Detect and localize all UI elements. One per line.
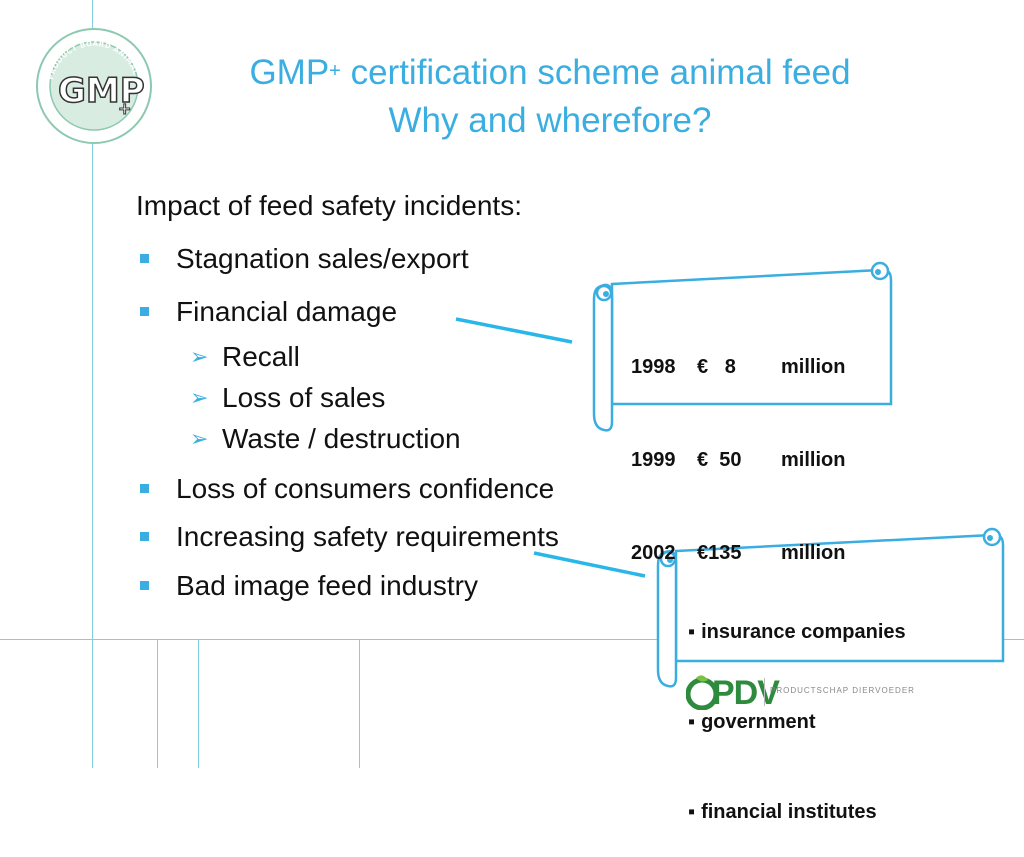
bullet-text: Financial damage [176, 296, 398, 327]
cost-row: 2002 €135 million [631, 538, 845, 569]
sub-item-recall: ➢ Recall [190, 341, 300, 373]
square-bullet-icon [140, 532, 149, 542]
arrow-line-financial [455, 317, 573, 344]
square-bullet-icon [140, 307, 149, 317]
slide-title-line2: Why and wherefore? [388, 101, 712, 140]
cost-unit: million [781, 356, 846, 378]
cost-unit: million [781, 449, 846, 471]
sub-item-text: Waste / destruction [222, 423, 461, 454]
cost-table: 1998 € 8 million 1999 € 50 million 2002 €135 m… [631, 290, 845, 600]
bullet-financial-damage: Financial damage [136, 296, 397, 328]
bullet-text: Loss of consumers confidence [176, 473, 555, 504]
title-rest: certification scheme animal feed [340, 53, 851, 92]
cost-row: 1998 € 8 million [631, 352, 845, 383]
stakeholder-item: financial institutes [688, 797, 906, 827]
gmp-logo: PRODUCT BOARD ANIMAL FEED GMP + [34, 26, 152, 144]
bullet-text: Bad image feed industry [176, 570, 478, 601]
footer-divider [764, 678, 765, 706]
cost-year: 1999 [631, 449, 676, 471]
scroll-callout-costs [592, 261, 893, 432]
bullet-stagnation: Stagnation sales/export [136, 243, 469, 275]
cost-amount: € 50 [697, 449, 742, 471]
grid-vertical-1 [157, 639, 158, 768]
square-bullet-icon [140, 254, 149, 264]
title-superscript: + [329, 60, 341, 82]
footer-tagline: PRODUCTSCHAP DIERVOEDER [770, 686, 915, 695]
intro-heading: Impact of feed safety incidents: [136, 190, 522, 221]
sub-item-waste: ➢ Waste / destruction [190, 423, 461, 455]
arrow-bullet-icon: ➢ [190, 385, 209, 410]
cost-row: 1999 € 50 million [631, 445, 845, 476]
square-bullet-icon [140, 581, 149, 591]
cost-amount: € 8 [697, 356, 736, 378]
cost-year: 1998 [631, 356, 676, 378]
sub-item-loss-of-sales: ➢ Loss of sales [190, 382, 385, 414]
logo-mark: GMP [58, 71, 145, 111]
arrow-bullet-icon: ➢ [190, 426, 209, 451]
arrow-line-stakeholders [533, 551, 646, 578]
bullet-text: Increasing safety requirements [176, 521, 559, 552]
cost-year: 2002 [631, 542, 676, 564]
bullet-text: Stagnation sales/export [176, 243, 469, 274]
grid-vertical-3 [359, 639, 360, 768]
sub-item-text: Recall [222, 341, 300, 372]
pdv-leaf-icon [686, 675, 719, 710]
bullet-consumer-confidence: Loss of consumers confidence [136, 473, 554, 505]
footer-brand: PDV [712, 674, 780, 712]
grid-vertical-2 [198, 639, 199, 768]
sub-item-text: Loss of sales [222, 382, 386, 413]
grid-horizontal [0, 639, 1024, 640]
bullet-safety-requirements: Increasing safety requirements [136, 521, 559, 553]
square-bullet-icon [140, 484, 149, 494]
stakeholder-item: government [688, 707, 906, 737]
grid-vertical-left [92, 0, 93, 768]
logo-mark-suffix: + [118, 99, 131, 118]
stakeholder-item: insurance companies [688, 617, 906, 647]
title-gmp: GMP [249, 53, 330, 92]
cost-unit: million [781, 542, 846, 564]
arrow-bullet-icon: ➢ [190, 344, 209, 369]
cost-amount: €135 [697, 542, 742, 564]
bullet-bad-image: Bad image feed industry [136, 570, 478, 602]
slide-title-line1: GMP+ certification scheme animal feed [170, 52, 930, 94]
